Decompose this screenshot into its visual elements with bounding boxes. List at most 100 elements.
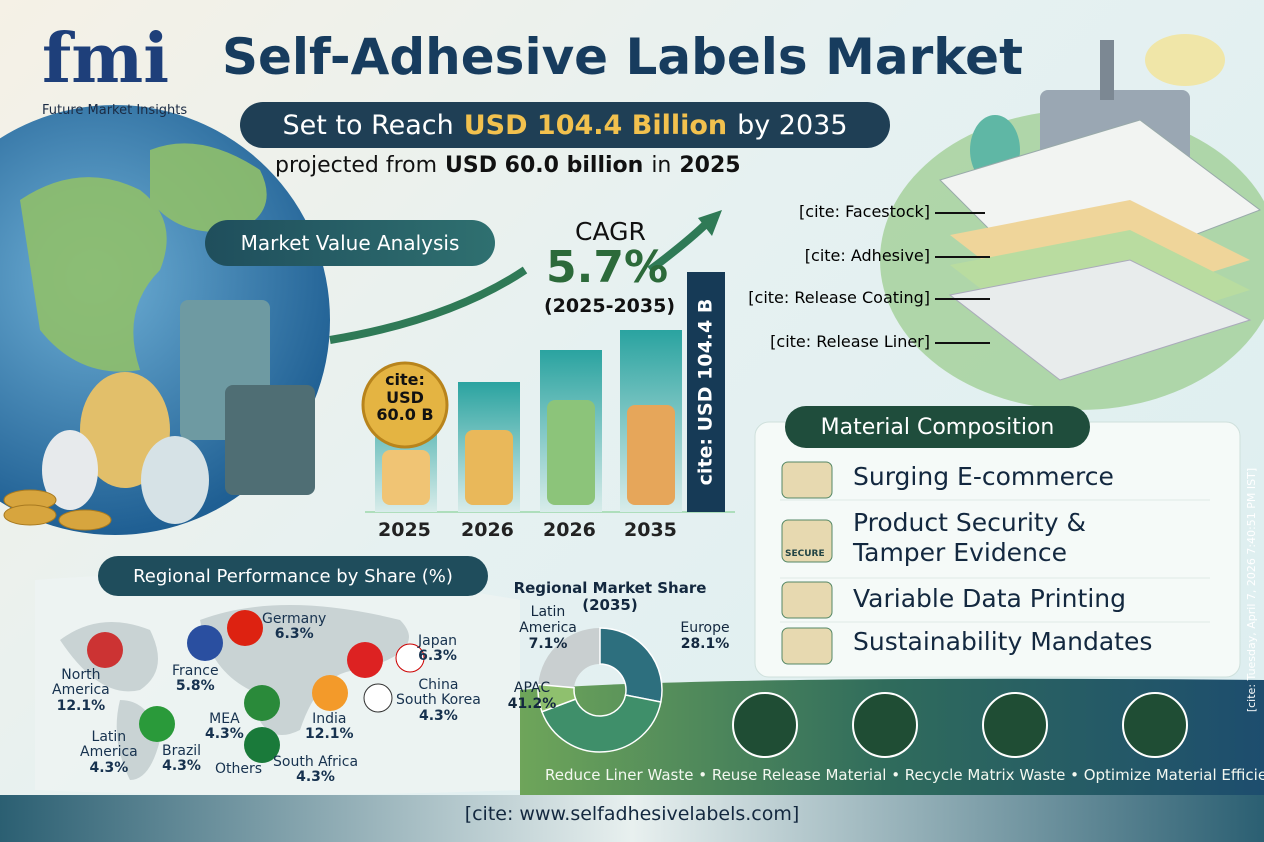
subtitle-text: Set to Reach [282,109,454,141]
region-share: 4.3% [89,759,129,776]
subtitle-text: by 2035 [737,109,848,141]
bar [687,272,725,512]
projection-text: projected from [275,153,438,178]
section-heading: Regional Performance by Share (%) [98,556,488,596]
layer-label: [cite: Release Coating] [748,288,930,307]
item-text: Surging E-commerce [853,462,1114,491]
material-item: Surging E-commerce [853,462,1114,492]
label-stacks [382,400,675,505]
eco-icons [732,692,1188,758]
donut-segment [599,627,663,703]
pie-category: America [519,620,577,636]
item-text: Product Security & [853,508,1086,537]
logo-name: Future Market Insights [42,103,188,118]
projection-year: 2025 [679,153,741,178]
badge-text: 60.0 B [376,405,434,425]
printer [225,385,315,495]
year-label: 2026 [461,519,514,541]
layer-arrows [935,212,990,344]
region-share: 4.3% [162,758,201,775]
start-badge: cite: USD 60.0 B [363,371,447,424]
logo-mark: fmi [42,19,170,99]
projection-text: in [651,153,672,178]
pie-category: Latin [531,604,566,620]
material-item: Product Security & Tamper Evidence [853,508,1086,568]
pie-title-line: (2035) [582,595,638,614]
region-label: Germany 6.3% [262,611,327,643]
region-share: 12.1% [305,726,354,743]
region-share: 5.8% [175,678,215,695]
region-name: South Korea [396,692,481,709]
section-heading: Market Value Analysis [205,220,495,266]
donut-segment [540,694,662,753]
roll [1145,34,1225,86]
coins [3,489,112,531]
year-label: 2026 [543,519,596,541]
cagr-value: 5.7% [546,242,669,293]
projection: projected from USD 60.0 billion in 2025 [275,153,741,178]
sustainability-text: Reduce Liner Waste • Reuse Release Mater… [545,766,1264,784]
region-name: Latin [91,729,127,745]
footer-text: [cite: www.selfadhesivelabels.com] [464,803,800,825]
item-text: Sustainability Mandates [853,627,1153,656]
roll [141,436,209,524]
arrow-head [698,210,722,236]
layer-label: [cite: Release Liner] [770,332,930,351]
region-label: China South Korea 4.3% [396,677,481,724]
projection-value: USD 60.0 billion [445,153,644,178]
region-label: India 12.1% [305,711,354,743]
material-item: Variable Data Printing [853,584,1126,614]
region-name: Brazil [162,743,202,759]
donut-segment [537,683,577,713]
region-name: South Africa [273,754,359,770]
region-label: Others [215,761,263,777]
pie-category: Europe [680,620,729,636]
section-heading: Material Composition [785,406,1090,448]
timestamp: [cite: Tuesday, April 7, 2026 7:40:51 PM… [1244,467,1258,713]
subtitle-pill: Set to Reach USD 104.4 Billion by 2035 [240,102,890,148]
flags [87,610,425,763]
growth-arrow [329,266,528,344]
icon-text: SECURE [785,549,825,559]
region-name: Germany [262,611,327,627]
region-share: 6.3% [418,648,457,665]
pie-value-label: 41.2% [508,696,557,712]
region-label: Latin America 4.3% [80,729,138,776]
layer [948,259,1252,381]
region-name: America [80,744,138,761]
coin-badge [361,361,449,449]
roll [42,430,98,510]
chimney [1100,40,1114,100]
region-label: Japan 6.3% [418,633,458,665]
pie-value-label: 7.1% [529,636,568,652]
region-share: 4.3% [296,769,335,786]
badge-text: cite: [385,370,425,389]
region-label: North America 12.1% [52,667,110,714]
region-label: South Africa 4.3% [273,754,359,786]
region-label: France 5.8% [172,663,219,695]
pie-category: APAC [514,680,550,696]
material-item: Sustainability Mandates [853,627,1152,657]
region-share: 4.3% [205,726,244,743]
region-name: China [418,677,459,693]
badge-text: USD [386,387,424,407]
region-name: France [172,663,219,679]
item-text: Variable Data Printing [853,584,1126,613]
region-name: Others [215,761,263,777]
region-label: MEA 4.3% [205,711,244,743]
footer-band [0,795,1264,842]
region-name: Japan [418,633,458,649]
continents [20,143,267,372]
region-share: 4.3% [419,707,458,724]
region-share: 12.1% [56,697,106,714]
title: Self-Adhesive Labels Market [222,28,1023,86]
region-label: Brazil 4.3% [162,743,202,775]
item-text: Tamper Evidence [853,538,1068,567]
region-name: India [312,711,347,727]
cagr-period: (2025-2035) [544,295,676,317]
layer-label: [cite: Facestock] [799,202,930,221]
pie-title: Regional Market Share (2035) [510,580,710,613]
